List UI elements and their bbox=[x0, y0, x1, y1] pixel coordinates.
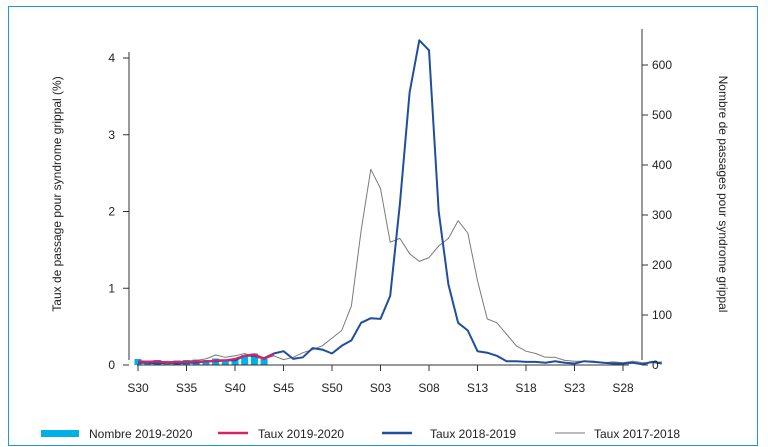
x-tick-label: S23 bbox=[564, 381, 586, 395]
bar-nombre-2019-2020 bbox=[250, 353, 258, 365]
legend-label-taux-2017-2018: Taux 2017-2018 bbox=[594, 427, 680, 441]
x-tick-label: S03 bbox=[370, 381, 392, 395]
x-tick-label: S13 bbox=[467, 381, 489, 395]
legend-label-taux-2019-2020: Taux 2019-2020 bbox=[258, 427, 344, 441]
x-tick-label: S18 bbox=[515, 381, 537, 395]
y-right-tick-label: 400 bbox=[652, 158, 672, 172]
chart-frame: S30 S35 S40 S45 S50 S03 S08 S13 S18 S23 S28 0 1 2 3 4 0 1… bbox=[8, 6, 758, 446]
y-left-tick-label: 0 bbox=[108, 358, 115, 372]
y-right-tick-label: 0 bbox=[652, 358, 659, 372]
line-taux-2018-2019 bbox=[138, 39, 662, 366]
bar-nombre-2019-2020 bbox=[231, 359, 239, 365]
bar-nombre-2019-2020 bbox=[221, 359, 229, 365]
y-left-axis-label: Taux de passage pour syndrome grippal (%… bbox=[50, 76, 64, 311]
chart: S30 S35 S40 S45 S50 S03 S08 S13 S18 S23 S28 0 1 2 3 4 0 1… bbox=[41, 29, 730, 441]
x-tick-label: S50 bbox=[321, 381, 343, 395]
legend: Nombre 2019-2020 Taux 2019-2020 Taux 201… bbox=[41, 427, 680, 441]
bar-nombre-2019-2020 bbox=[260, 359, 268, 365]
y-left-tick-label: 1 bbox=[108, 281, 115, 295]
x-tick-label: S08 bbox=[418, 381, 440, 395]
y-left-tick-label: 4 bbox=[108, 51, 115, 65]
bar-nombre-2019-2020 bbox=[241, 355, 249, 365]
line-taux-2019-2020 bbox=[137, 353, 275, 364]
y-right-axis-label: Nombre de passages pour syndrome grippal bbox=[716, 76, 730, 313]
y-right-tick-label: 300 bbox=[652, 208, 672, 222]
y-left-tick-label: 2 bbox=[108, 205, 115, 219]
y-right-tick-label: 500 bbox=[652, 108, 672, 122]
y-right-tick-label: 100 bbox=[652, 308, 672, 322]
y-right-tick-label: 600 bbox=[652, 58, 672, 72]
x-tick-label: S45 bbox=[273, 381, 295, 395]
legend-swatch-nombre-2019-2020 bbox=[41, 430, 79, 437]
y-left-tick-label: 3 bbox=[108, 128, 115, 142]
y-right-tick-label: 200 bbox=[652, 258, 672, 272]
x-tick-label: S40 bbox=[224, 381, 246, 395]
legend-label-taux-2018-2019: Taux 2018-2019 bbox=[430, 427, 516, 441]
x-tick-label: S35 bbox=[176, 381, 198, 395]
line-taux-2017-2018 bbox=[137, 168, 662, 364]
x-tick-label: S30 bbox=[127, 381, 149, 395]
legend-label-nombre-2019-2020: Nombre 2019-2020 bbox=[89, 427, 193, 441]
x-tick-label: S28 bbox=[612, 381, 634, 395]
